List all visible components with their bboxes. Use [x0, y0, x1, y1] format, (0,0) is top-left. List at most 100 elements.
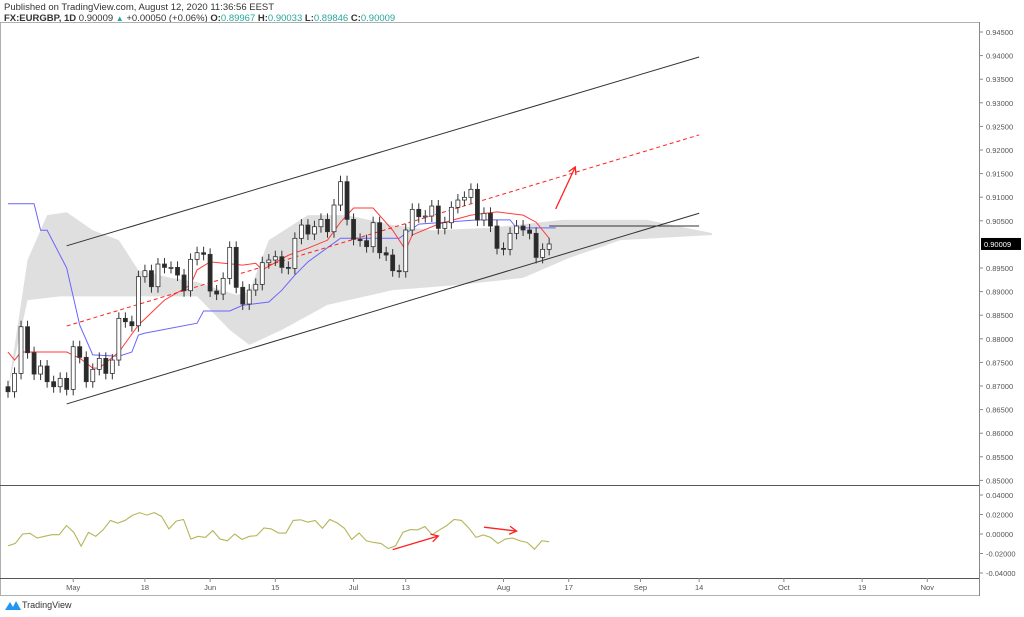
candle: [507, 232, 513, 250]
time-tick-label: 14: [695, 583, 703, 592]
time-tick-label: Jun: [204, 583, 216, 592]
candle: [44, 365, 50, 383]
tradingview-logo[interactable]: TradingView: [4, 599, 72, 611]
candle: [135, 276, 141, 327]
candle: [5, 386, 11, 393]
high-value: 0.90033: [267, 13, 303, 24]
time-tick-label: 19: [858, 583, 866, 592]
kijun-line: [8, 203, 556, 357]
tradingview-logo-text: TradingView: [22, 600, 72, 610]
price-arrow-annotation-head: [568, 165, 577, 176]
candle: [188, 258, 193, 292]
candle: [142, 270, 148, 278]
candle: [377, 222, 383, 254]
time-tick-label: Aug: [497, 583, 510, 592]
candle: [175, 266, 180, 276]
candle: [390, 254, 396, 272]
candle: [325, 218, 330, 233]
candle: [129, 321, 135, 327]
candle: [292, 237, 298, 269]
candle: [442, 222, 448, 229]
candle: [220, 277, 226, 295]
close-value: 0.90009: [360, 13, 396, 24]
price-tick-label: 0.85500: [986, 453, 1013, 462]
candle: [83, 356, 89, 383]
candle: [207, 253, 213, 292]
high-label: H:: [257, 13, 268, 24]
candle: [344, 181, 350, 220]
oscillator-arrow-annotation-head: [508, 525, 518, 535]
price-tick-label: 0.93500: [986, 75, 1013, 84]
time-tick-label: Oct: [778, 583, 791, 592]
price-tick-label: 0.90500: [986, 217, 1013, 226]
open-value: 0.89967: [220, 13, 256, 24]
price-change: +0.00050 (+0.06%): [126, 13, 208, 24]
candle: [116, 317, 122, 361]
candle: [403, 229, 409, 273]
candle: [12, 372, 17, 393]
price-tick-label: 0.86000: [986, 429, 1013, 438]
price-tick-label: 0.88000: [986, 335, 1013, 344]
candle: [253, 283, 259, 291]
candle: [57, 377, 63, 388]
candle: [318, 218, 324, 228]
price-tick-label: 0.94500: [986, 28, 1013, 37]
candle: [455, 199, 461, 208]
candle: [279, 256, 285, 268]
candle: [429, 205, 435, 217]
price-tick-label: 0.93000: [986, 99, 1013, 108]
candle: [155, 263, 161, 288]
time-tick-label: 18: [141, 583, 149, 592]
price-tick-label: 0.94000: [986, 52, 1013, 61]
last-price: 0.90009: [78, 13, 114, 24]
time-tick-label: May: [66, 583, 80, 592]
candle: [540, 248, 546, 258]
candle: [488, 212, 493, 227]
candle: [416, 208, 422, 218]
candle: [396, 270, 402, 273]
time-tick-label: Nov: [921, 583, 935, 592]
open-label: O:: [210, 13, 221, 24]
candle: [64, 377, 70, 390]
osc-tick-label: 0.04000: [986, 491, 1013, 500]
oscillator-line: [7, 512, 550, 550]
candle: [90, 368, 96, 383]
channel-mid-dashed-line: [66, 134, 700, 327]
osc-tick-label: 0.00000: [986, 530, 1013, 539]
candle: [103, 357, 109, 374]
published-caption: Published on TradingView.com, August 12,…: [4, 2, 275, 13]
chart-frame: [0, 22, 980, 596]
time-tick-label: 17: [565, 583, 573, 592]
price-tick-label: 0.91000: [986, 193, 1013, 202]
candle: [272, 256, 278, 261]
candle: [70, 346, 76, 390]
candle: [435, 205, 441, 229]
oscillator-arrow-annotation: [483, 526, 517, 532]
candle: [383, 252, 389, 256]
candle: [259, 262, 265, 285]
candle: [18, 326, 24, 374]
candle: [527, 229, 532, 234]
candle: [122, 317, 128, 323]
candle: [338, 181, 343, 206]
candle: [168, 266, 174, 269]
price-tick-label: 0.91500: [986, 170, 1013, 179]
candle: [233, 246, 239, 288]
low-label: L:: [304, 13, 314, 24]
candle: [298, 224, 304, 239]
candle: [96, 357, 102, 370]
time-tick-label: 13: [402, 583, 410, 592]
candle: [331, 204, 337, 233]
price-tick-label: 0.92500: [986, 122, 1013, 131]
candle: [461, 196, 467, 201]
osc-tick-label: -0.02000: [986, 550, 1016, 559]
price-tick-label: 0.88500: [986, 311, 1013, 320]
candle: [481, 212, 487, 221]
candle: [201, 252, 207, 255]
candle: [494, 225, 500, 249]
candle: [514, 225, 519, 234]
price-tick-label: 0.85000: [986, 476, 1013, 485]
price-tick-label: 0.87500: [986, 358, 1013, 367]
price-tick-label: 0.89000: [986, 288, 1013, 297]
